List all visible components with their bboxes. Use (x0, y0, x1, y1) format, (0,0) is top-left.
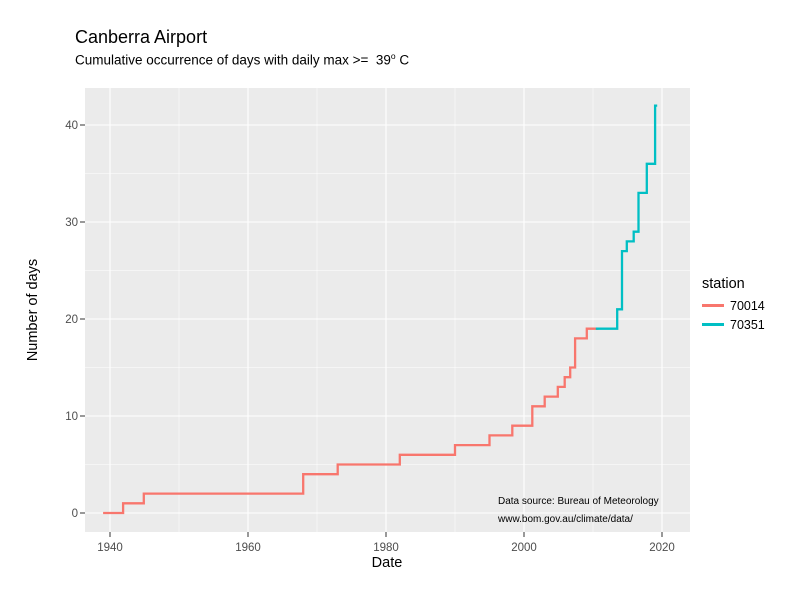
subtitle-unit: C (395, 52, 410, 68)
panel-background (85, 88, 690, 532)
annotation-line-2: www.bom.gov.au/climate/data/ (498, 513, 633, 525)
legend-label: 70351 (730, 317, 765, 332)
y-tick-label: 40 (65, 120, 78, 132)
legend-title: station (702, 276, 745, 292)
y-tick-label: 10 (65, 411, 78, 423)
legend-key-line (702, 323, 724, 326)
y-tick-label: 20 (65, 314, 78, 326)
y-axis-title: Number of days (25, 258, 41, 362)
legend: station 70014 70351 (702, 276, 765, 334)
y-tick-label: 30 (65, 217, 78, 229)
data-source-annotation: Data source: Bureau of Meteorology www.b… (498, 493, 659, 528)
y-tick-label: 0 (72, 508, 78, 520)
x-tick-label: 2020 (649, 542, 675, 554)
x-tick-label: 1940 (97, 542, 123, 554)
chart-title: Canberra Airport (75, 27, 208, 47)
x-tick-label: 2000 (511, 542, 537, 554)
chart-subtitle: Cumulative occurrence of days with daily… (75, 51, 409, 68)
x-tick-label: 1980 (373, 542, 399, 554)
x-tick-label: 1960 (235, 542, 261, 554)
series-line-70351 (595, 104, 658, 330)
degree-symbol: o (390, 51, 396, 61)
legend-items: 70014 70351 (702, 296, 765, 334)
subtitle-text: Cumulative occurrence of days with daily… (75, 52, 391, 68)
legend-item-70351: 70351 (702, 315, 765, 334)
legend-item-70014: 70014 (702, 296, 765, 315)
legend-key-line (702, 304, 724, 307)
legend-label: 70014 (730, 298, 765, 313)
annotation-line-1: Data source: Bureau of Meteorology (498, 496, 659, 507)
x-axis-title: Date (371, 555, 403, 571)
series-line-70014 (103, 327, 599, 515)
